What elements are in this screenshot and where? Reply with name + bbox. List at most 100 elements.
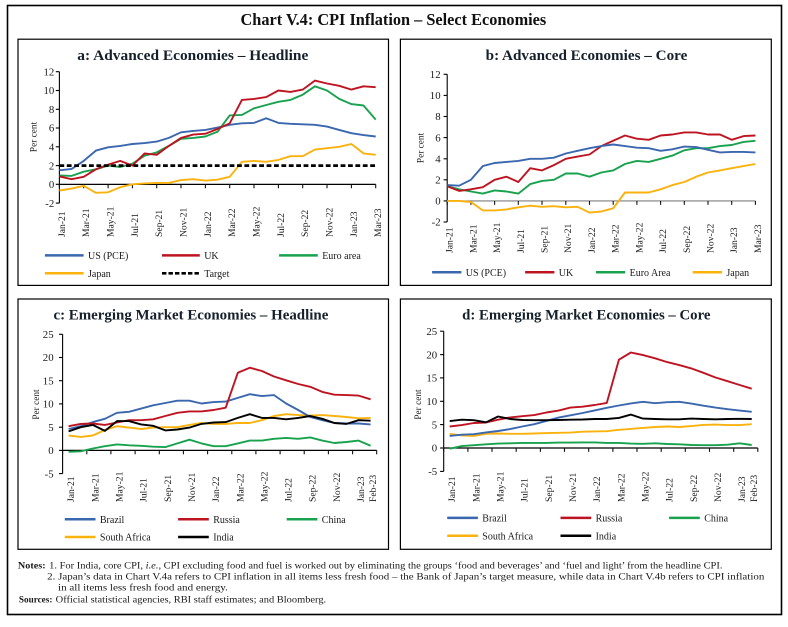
svg-text:0: 0 — [432, 443, 437, 455]
svg-text:2. Japan’s data in Chart V.4a: 2. Japan’s data in Chart V.4a refers to … — [47, 572, 765, 583]
svg-text:Chart V.4: CPI Inflation – Sel: Chart V.4: CPI Inflation – Select Econom… — [241, 10, 547, 29]
svg-text:Mar-23: Mar-23 — [753, 224, 764, 253]
svg-text:-5: -5 — [428, 466, 437, 478]
svg-text:1. For India, core CPI, i.e.,: 1. For India, core CPI, i.e., CPI exclud… — [49, 561, 722, 572]
svg-text:-2: -2 — [432, 217, 441, 229]
svg-text:Sep-21: Sep-21 — [544, 475, 555, 502]
svg-text:Jan-22: Jan-22 — [592, 476, 603, 502]
svg-text:in all items less fresh food a: in all items less fresh food and energy. — [58, 582, 228, 593]
svg-text:US (PCE): US (PCE) — [88, 251, 128, 262]
svg-text:Sep-21: Sep-21 — [540, 226, 551, 253]
svg-text:Brazil: Brazil — [100, 515, 125, 526]
svg-text:South Africa: South Africa — [100, 533, 151, 544]
svg-text:0: 0 — [435, 196, 440, 208]
svg-text:Feb-23: Feb-23 — [749, 475, 760, 502]
svg-text:Sep-22: Sep-22 — [689, 475, 700, 502]
svg-text:Jul-21: Jul-21 — [520, 478, 531, 502]
svg-text:6: 6 — [49, 123, 55, 135]
svg-text:Nov-21: Nov-21 — [187, 472, 198, 502]
svg-text:Jan-22: Jan-22 — [211, 476, 222, 502]
svg-text:May-22: May-22 — [252, 206, 263, 237]
svg-text:4: 4 — [49, 142, 55, 154]
svg-text:b: Advanced Economies – Core: b: Advanced Economies – Core — [486, 48, 688, 64]
svg-text:0: 0 — [48, 445, 53, 457]
svg-text:2: 2 — [49, 160, 54, 172]
svg-text:Euro Area: Euro Area — [630, 268, 671, 279]
svg-text:-2: -2 — [45, 198, 54, 210]
svg-text:Mar-22: Mar-22 — [235, 473, 246, 502]
svg-text:US (PCE): US (PCE) — [466, 268, 506, 279]
svg-text:Nov-22: Nov-22 — [332, 472, 343, 502]
svg-text:UK: UK — [559, 268, 574, 279]
svg-text:Mar-22: Mar-22 — [611, 224, 622, 253]
svg-text:UK: UK — [204, 251, 219, 262]
svg-text:Sep-22: Sep-22 — [308, 475, 319, 502]
svg-text:Per cent: Per cent — [30, 121, 40, 152]
svg-text:Russia: Russia — [596, 514, 623, 525]
svg-text:15: 15 — [426, 373, 437, 385]
svg-text:Japan: Japan — [726, 268, 749, 279]
svg-text:Jan-21: Jan-21 — [447, 476, 458, 502]
svg-text:Nov-21: Nov-21 — [179, 207, 190, 237]
svg-text:Nov-21: Nov-21 — [568, 472, 579, 502]
svg-text:Jan-21: Jan-21 — [66, 476, 77, 502]
svg-text:Nov-22: Nov-22 — [706, 223, 717, 253]
svg-text:South Africa: South Africa — [482, 531, 533, 542]
svg-text:Mar-22: Mar-22 — [616, 473, 627, 502]
svg-text:Mar-21: Mar-21 — [90, 473, 101, 502]
svg-text:8: 8 — [435, 111, 440, 123]
svg-text:Japan: Japan — [88, 269, 111, 280]
svg-text:Brazil: Brazil — [482, 514, 507, 525]
svg-text:Jan-23: Jan-23 — [729, 227, 740, 253]
svg-text:c: Emerging Market Economies –: c: Emerging Market Economies – Headline — [53, 308, 328, 324]
svg-text:May-22: May-22 — [641, 471, 652, 502]
svg-text:Russia: Russia — [213, 515, 240, 526]
svg-text:China: China — [322, 515, 346, 526]
svg-text:10: 10 — [426, 396, 437, 408]
svg-text:Jul-22: Jul-22 — [276, 213, 287, 237]
svg-text:Per cent: Per cent — [417, 132, 427, 163]
svg-text:Official statistical agencies,: Official statistical agencies, RBI staff… — [56, 595, 327, 606]
svg-text:Mar-23: Mar-23 — [373, 208, 384, 237]
svg-text:China: China — [704, 514, 728, 525]
svg-text:Sep-22: Sep-22 — [300, 210, 311, 237]
svg-text:Jul-22: Jul-22 — [665, 478, 676, 502]
svg-text:Jan-23: Jan-23 — [356, 476, 367, 502]
svg-text:Jan-22: Jan-22 — [203, 211, 214, 237]
svg-text:May-22: May-22 — [259, 471, 270, 502]
svg-text:Notes:: Notes: — [18, 561, 46, 572]
svg-text:Jan-21: Jan-21 — [445, 227, 456, 253]
svg-text:Sep-22: Sep-22 — [682, 226, 693, 253]
svg-text:May-22: May-22 — [634, 222, 645, 253]
svg-text:Per cent: Per cent — [414, 389, 424, 420]
svg-text:10: 10 — [43, 399, 54, 411]
svg-text:May-21: May-21 — [106, 206, 117, 237]
svg-text:Mar-21: Mar-21 — [468, 224, 479, 253]
svg-text:May-21: May-21 — [496, 471, 507, 502]
svg-text:Euro area: Euro area — [322, 251, 361, 262]
svg-text:10: 10 — [430, 90, 441, 102]
svg-text:Nov-21: Nov-21 — [563, 223, 574, 253]
svg-text:Jul-22: Jul-22 — [658, 229, 669, 253]
svg-text:2: 2 — [435, 175, 440, 187]
svg-text:Jul-22: Jul-22 — [284, 478, 295, 502]
svg-text:May-21: May-21 — [492, 222, 503, 253]
svg-text:Jan-22: Jan-22 — [587, 227, 598, 253]
svg-text:8: 8 — [49, 104, 54, 116]
svg-text:25: 25 — [426, 326, 437, 338]
svg-text:Per cent: Per cent — [32, 389, 42, 420]
svg-text:10: 10 — [44, 85, 55, 97]
svg-text:Mar-21: Mar-21 — [471, 473, 482, 502]
svg-text:5: 5 — [48, 422, 53, 434]
svg-text:5: 5 — [432, 419, 437, 431]
svg-text:Target: Target — [204, 269, 229, 280]
svg-text:Jul-21: Jul-21 — [139, 478, 150, 502]
svg-text:6: 6 — [435, 132, 441, 144]
svg-text:Sep-21: Sep-21 — [154, 210, 165, 237]
svg-text:20: 20 — [43, 352, 54, 364]
svg-text:Jan-21: Jan-21 — [57, 211, 68, 237]
svg-text:Sep-21: Sep-21 — [163, 475, 174, 502]
svg-text:20: 20 — [426, 349, 437, 361]
svg-text:India: India — [213, 533, 234, 544]
svg-text:25: 25 — [43, 329, 54, 341]
